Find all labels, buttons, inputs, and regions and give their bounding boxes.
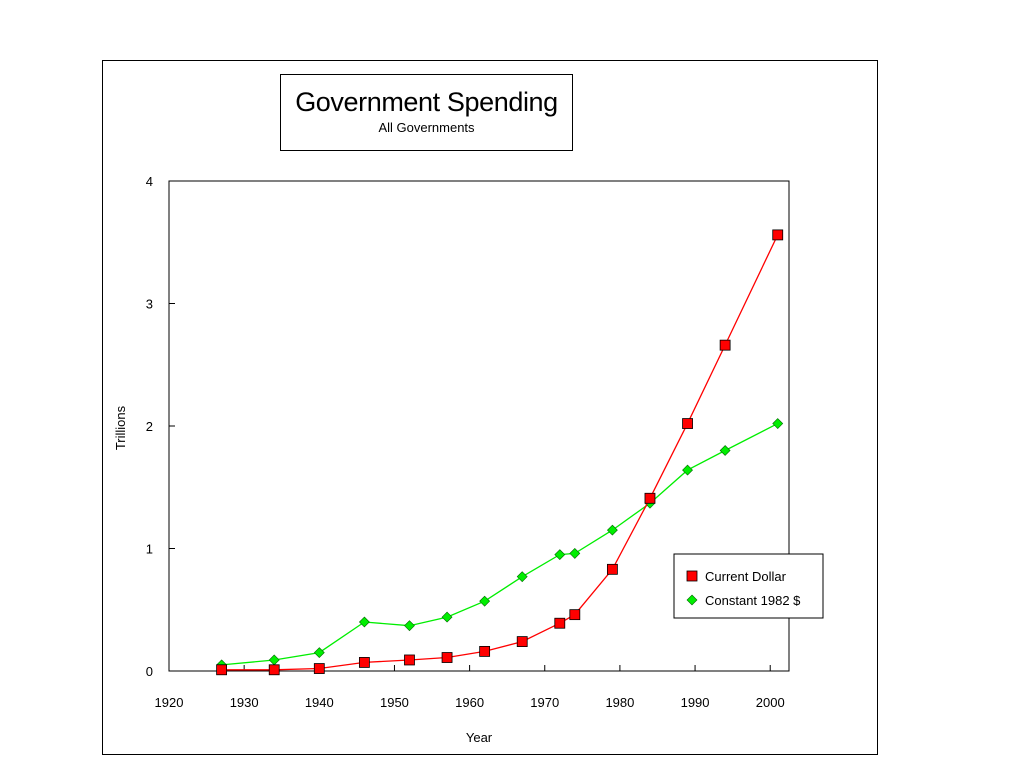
data-point xyxy=(682,464,693,476)
data-point xyxy=(569,609,581,621)
data-point xyxy=(606,524,618,536)
x-tick-label: 1920 xyxy=(155,695,184,710)
data-point xyxy=(268,654,280,666)
data-point xyxy=(441,611,453,623)
data-point xyxy=(772,418,784,429)
series-constant-1982 xyxy=(216,418,784,671)
legend-label: Constant 1982 $ xyxy=(705,593,801,608)
x-tick-label: 1930 xyxy=(230,695,259,710)
data-point xyxy=(441,652,453,663)
x-tick-label: 2000 xyxy=(756,695,785,710)
data-point xyxy=(644,492,656,504)
legend-marker xyxy=(686,570,698,582)
y-tick-label: 0 xyxy=(146,664,153,679)
y-tick-label: 1 xyxy=(146,542,153,557)
chart-subtitle: All Governments xyxy=(378,120,475,135)
data-point xyxy=(516,571,528,583)
y-tick-label: 4 xyxy=(146,174,153,189)
legend: Current Dollar Constant 1982 $ xyxy=(673,553,824,619)
y-axis-label: Trillions xyxy=(113,405,128,450)
legend-marker xyxy=(686,594,698,606)
data-point xyxy=(479,595,491,607)
x-tick-label: 1970 xyxy=(530,695,559,710)
series-line xyxy=(221,423,778,666)
chart-title: Government Spending xyxy=(295,87,558,117)
data-point xyxy=(516,636,528,647)
x-tick-label: 1940 xyxy=(305,695,334,710)
series-current-dollar xyxy=(216,229,784,676)
title-box: Government Spending All Governments xyxy=(280,74,573,151)
data-point xyxy=(358,657,370,668)
legend-label: Current Dollar xyxy=(705,569,787,584)
y-tick-label: 3 xyxy=(146,297,153,312)
data-point xyxy=(358,616,370,628)
data-point xyxy=(569,547,581,559)
data-point xyxy=(313,647,325,659)
data-point xyxy=(682,418,693,429)
x-axis-label: Year xyxy=(466,730,493,745)
chart-frame xyxy=(102,60,878,755)
x-tick-label: 1980 xyxy=(605,695,634,710)
x-tick-label: 1960 xyxy=(455,695,484,710)
data-point xyxy=(313,663,325,674)
data-point xyxy=(554,617,566,629)
y-tick-label: 2 xyxy=(146,419,153,434)
data-point xyxy=(772,229,784,241)
data-point xyxy=(479,646,491,657)
data-point xyxy=(606,563,618,575)
data-point xyxy=(404,654,415,666)
legend-box xyxy=(673,553,824,619)
data-point xyxy=(216,664,228,676)
data-point xyxy=(268,664,280,676)
data-point xyxy=(554,549,566,561)
data-point xyxy=(404,620,415,632)
x-tick-label: 1950 xyxy=(380,695,409,710)
x-tick-label: 1990 xyxy=(681,695,710,710)
data-point xyxy=(719,339,731,351)
data-point xyxy=(719,445,731,456)
